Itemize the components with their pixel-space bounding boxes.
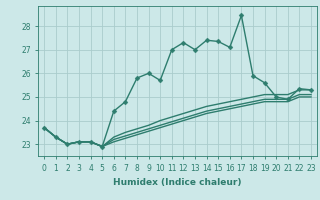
X-axis label: Humidex (Indice chaleur): Humidex (Indice chaleur) [113,178,242,187]
